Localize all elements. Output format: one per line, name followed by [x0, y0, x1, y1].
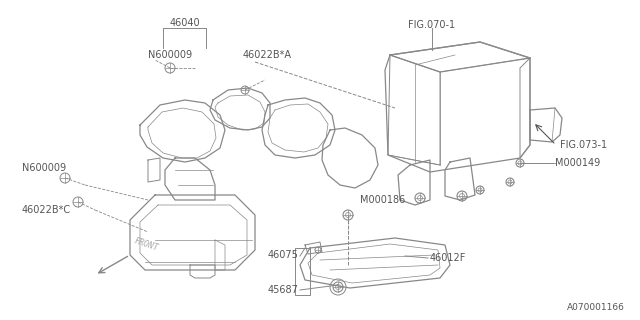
Text: N600009: N600009	[22, 163, 66, 173]
Text: N600009: N600009	[148, 50, 192, 60]
Text: 46040: 46040	[170, 18, 200, 28]
Text: 46075: 46075	[267, 250, 298, 260]
Text: FIG.073-1: FIG.073-1	[560, 140, 607, 150]
Text: 45687: 45687	[267, 285, 298, 295]
Text: FIG.070-1: FIG.070-1	[408, 20, 456, 30]
Text: M000186: M000186	[360, 195, 405, 205]
Text: 46012F: 46012F	[430, 253, 467, 263]
Text: A070001166: A070001166	[567, 303, 625, 312]
Text: 46022B*A: 46022B*A	[243, 50, 292, 60]
Text: M000149: M000149	[555, 158, 600, 168]
Text: FRONT: FRONT	[133, 237, 159, 253]
Text: 46022B*C: 46022B*C	[22, 205, 71, 215]
